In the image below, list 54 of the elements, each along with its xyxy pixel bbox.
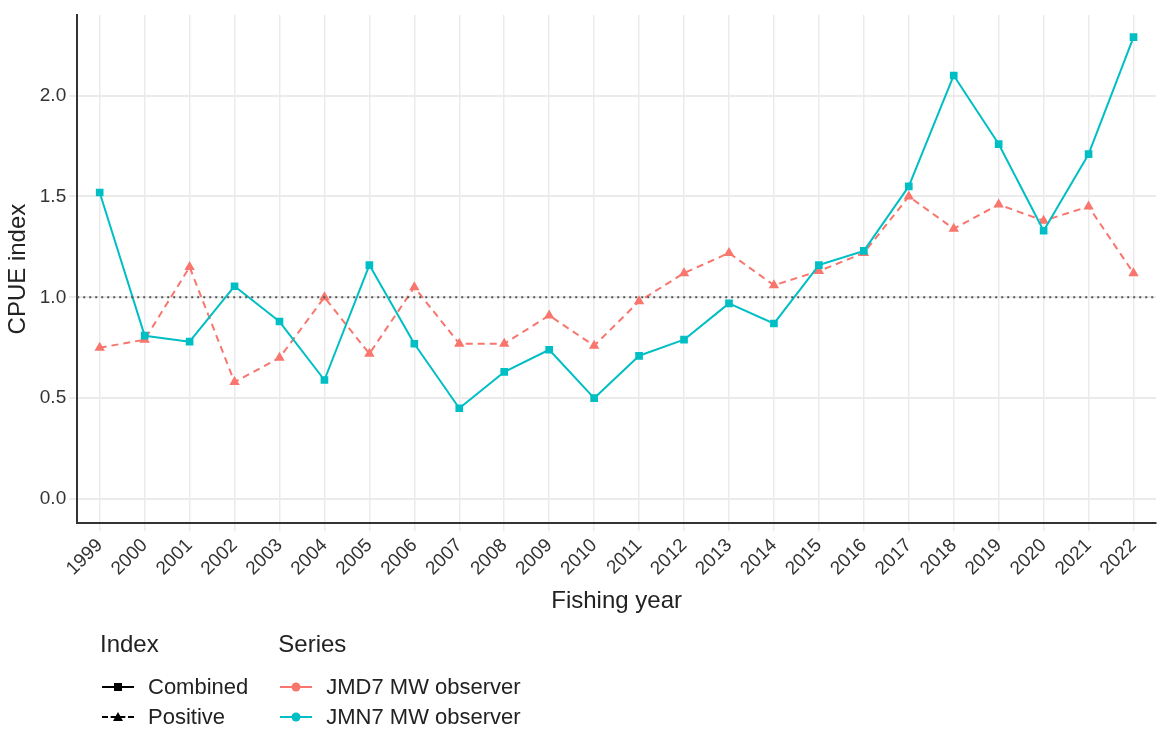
point (500, 368, 509, 376)
point (545, 345, 554, 354)
point (409, 282, 419, 291)
y-tick-label: 1.0 (39, 285, 67, 307)
y-axis-title: CPUE index (3, 203, 31, 335)
text: Combined (148, 674, 249, 700)
point (589, 340, 599, 349)
point (454, 338, 464, 347)
point (815, 261, 823, 269)
point (230, 282, 239, 291)
point (544, 310, 554, 319)
point (410, 339, 419, 348)
point (1039, 226, 1048, 235)
point (634, 296, 644, 305)
point (1129, 268, 1138, 277)
legend-title: Series (278, 630, 348, 658)
legend-label: JMN7 MW observer (326, 704, 521, 730)
point (1084, 150, 1093, 158)
point (994, 140, 1003, 148)
point (1084, 201, 1094, 210)
point (365, 261, 374, 269)
point (499, 338, 509, 347)
y-tick-label: 0.5 (39, 386, 67, 408)
point (904, 191, 914, 200)
point (1039, 215, 1049, 224)
y-tick-label: 2.0 (39, 83, 67, 105)
point (680, 335, 688, 344)
point (185, 337, 194, 346)
point (904, 182, 913, 191)
point (230, 377, 239, 386)
point (1129, 33, 1138, 42)
point (679, 268, 689, 277)
text: Index (100, 630, 160, 658)
text: Positive (148, 704, 226, 730)
x-axis-title: Fishing year (551, 586, 682, 614)
point (770, 319, 778, 328)
point (275, 352, 284, 361)
y-tick-label: 0.0 (39, 487, 67, 509)
legend-label: JMD7 MW observer (326, 674, 521, 700)
point (949, 223, 959, 232)
point (320, 376, 329, 384)
point (185, 262, 195, 271)
point (95, 342, 105, 351)
y-tick-label: 1.5 (39, 184, 67, 206)
point (994, 199, 1004, 208)
point (949, 71, 958, 80)
point (364, 348, 374, 357)
point (725, 299, 733, 308)
point (590, 394, 598, 402)
point (95, 188, 104, 197)
point (455, 404, 464, 413)
point (769, 280, 779, 289)
point (635, 351, 643, 360)
point (724, 247, 734, 256)
